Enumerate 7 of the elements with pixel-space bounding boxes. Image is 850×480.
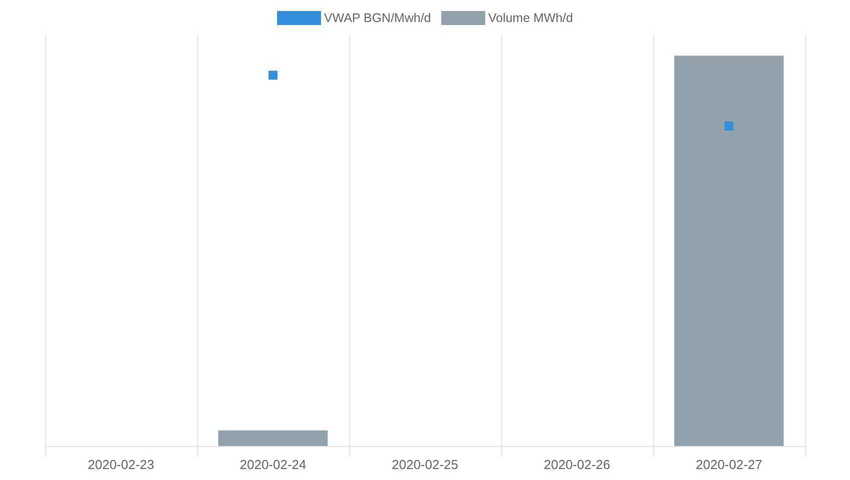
- x-tick-label: 2020-02-23: [88, 457, 154, 472]
- x-tick-label: 2020-02-24: [240, 457, 306, 472]
- x-tick-label: 2020-02-27: [696, 457, 762, 472]
- x-tick-label: 2020-02-26: [544, 457, 610, 472]
- legend-label: Volume MWh/d: [488, 11, 574, 25]
- legend-label: VWAP BGN/Mwh/d: [324, 11, 432, 25]
- x-tick-label: 2020-02-25: [392, 457, 458, 472]
